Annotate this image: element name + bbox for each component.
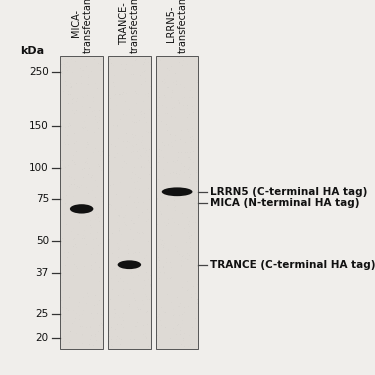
Text: 25: 25: [36, 309, 49, 319]
Text: 75: 75: [36, 194, 49, 204]
Text: kDa: kDa: [20, 46, 44, 56]
Bar: [156, 56, 198, 349]
Ellipse shape: [162, 188, 192, 196]
Text: 250: 250: [29, 67, 49, 77]
Bar: [108, 56, 151, 349]
Text: 37: 37: [36, 268, 49, 278]
Text: MICA-
transfectant: MICA- transfectant: [71, 0, 92, 53]
Text: TRANCE-
transfectant: TRANCE- transfectant: [118, 0, 140, 53]
Bar: [60, 56, 103, 349]
Text: TRANCE (C-terminal HA tag): TRANCE (C-terminal HA tag): [210, 260, 375, 270]
Text: 100: 100: [29, 163, 49, 173]
Text: LRRN5 (C-terminal HA tag): LRRN5 (C-terminal HA tag): [210, 187, 367, 197]
Text: MICA (N-terminal HA tag): MICA (N-terminal HA tag): [210, 198, 359, 208]
Text: 20: 20: [36, 333, 49, 343]
Text: LRRN5-
transfectant: LRRN5- transfectant: [166, 0, 188, 53]
Ellipse shape: [70, 204, 93, 213]
Ellipse shape: [118, 260, 141, 269]
Text: 50: 50: [36, 236, 49, 246]
Text: 150: 150: [29, 121, 49, 130]
